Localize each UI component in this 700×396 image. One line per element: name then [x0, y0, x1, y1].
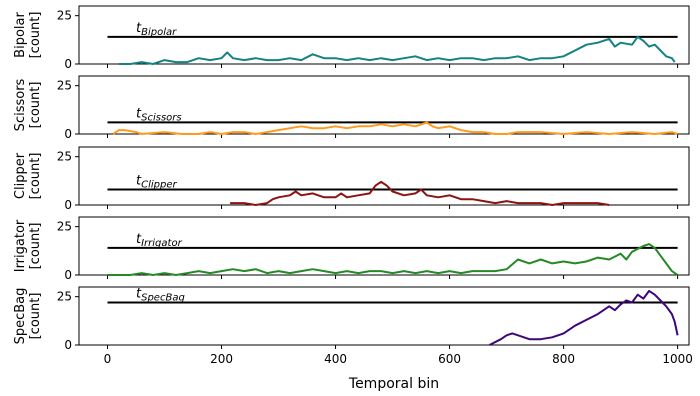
panel-frame — [78, 146, 690, 206]
threshold-label-subscript: SpecBag — [141, 292, 185, 303]
threshold-label: tClipper — [136, 174, 177, 191]
y-tick-label: 25 — [57, 150, 72, 164]
y-tick-label: 25 — [57, 290, 72, 304]
x-tick-label: 0 — [104, 352, 112, 366]
panel-frame — [78, 286, 690, 346]
y-axis-label-line1: Clipper — [13, 152, 28, 199]
panel-frame — [78, 216, 690, 276]
x-tick-label: 800 — [552, 352, 575, 366]
y-axis-label-line1: SpecBag — [13, 288, 28, 345]
chart-panels: 025tBipolarBipolar[count]025tScissorsSci… — [13, 5, 693, 366]
x-tick-label: 400 — [324, 352, 347, 366]
panel-frame — [78, 75, 690, 135]
threshold-label: tIrrigator — [136, 232, 183, 249]
threshold-label: tSpecBag — [136, 286, 185, 303]
y-axis-label: Clipper[count] — [13, 152, 43, 199]
threshold-label: tBipolar — [136, 21, 177, 38]
y-tick-label: 0 — [64, 338, 72, 352]
threshold-label: tScissors — [136, 106, 182, 123]
y-axis-label-line1: Irrigator — [13, 219, 28, 272]
y-axis-label: Irrigator[count] — [13, 219, 43, 272]
threshold-label-subscript: Scissors — [141, 112, 181, 123]
y-axis-label: Bipolar[count] — [13, 12, 43, 59]
y-axis-label-line2: [count] — [28, 223, 43, 270]
series-line-irrigator — [107, 243, 679, 276]
y-axis-label: Scissors[count] — [13, 78, 43, 131]
y-tick-label: 0 — [64, 198, 72, 212]
y-tick-label: 25 — [57, 220, 72, 234]
series-line-scissors — [112, 121, 678, 135]
threshold-label-subscript: Bipolar — [141, 27, 177, 38]
threshold-label-subscript: Irrigator — [141, 238, 182, 249]
series-line-bipolar — [118, 35, 676, 65]
y-tick-label: 0 — [64, 268, 72, 282]
x-tick-label: 600 — [438, 352, 461, 366]
series-line-clipper — [230, 180, 610, 206]
y-axis-label-line2: [count] — [28, 12, 43, 59]
y-tick-label: 0 — [64, 127, 72, 141]
x-axis-label: Temporal bin — [348, 376, 439, 392]
y-axis-label-line2: [count] — [28, 293, 43, 340]
y-tick-label: 0 — [64, 57, 72, 71]
series-line-specbag — [489, 289, 679, 346]
y-axis-label-line2: [count] — [28, 82, 43, 129]
y-axis-label-line1: Bipolar — [13, 12, 28, 58]
y-axis-label-line1: Scissors — [13, 78, 28, 131]
y-axis-label: SpecBag[count] — [13, 288, 43, 345]
y-tick-label: 25 — [57, 9, 72, 23]
panel-frame — [78, 5, 690, 65]
threshold-label-subscript: Clipper — [141, 180, 177, 191]
y-tick-label: 25 — [57, 79, 72, 93]
x-tick-label: 1000 — [662, 352, 693, 366]
y-axis-label-line2: [count] — [28, 153, 43, 200]
x-tick-label: 200 — [210, 352, 233, 366]
